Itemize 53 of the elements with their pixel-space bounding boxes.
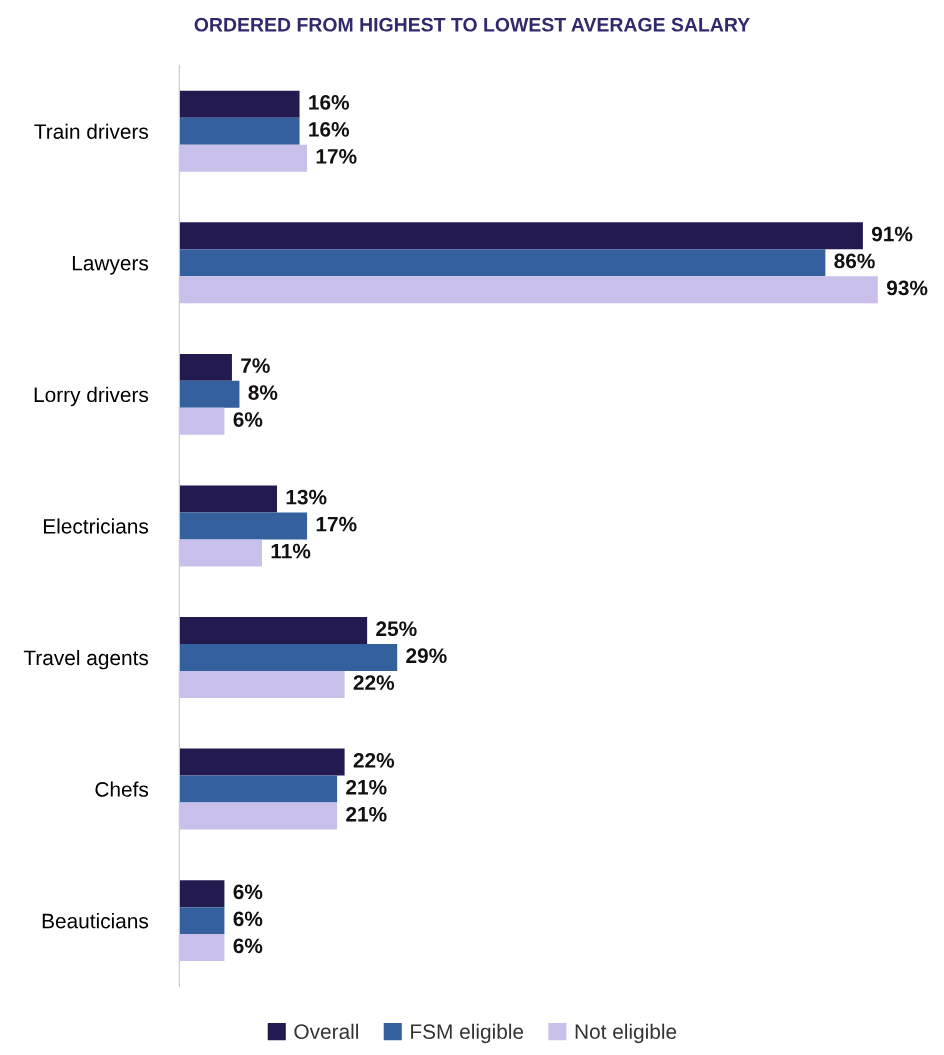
chart-title: ORDERED FROM HIGHEST TO LOWEST AVERAGE SALARY [194, 17, 750, 32]
data-label: 86% [834, 253, 875, 269]
y-tick-label: Travel agents [23, 649, 149, 670]
bar [179, 117, 300, 145]
y-tick-label: Lawyers [72, 255, 149, 275]
bar [179, 748, 345, 776]
data-label: 6% [233, 911, 263, 927]
data-label: 17% [316, 516, 357, 532]
data-label: 25% [376, 621, 417, 637]
bar [179, 907, 225, 935]
bar [179, 775, 338, 803]
data-label: 16% [309, 122, 350, 137]
data-label: 17% [316, 149, 357, 164]
bar [179, 222, 863, 250]
data-label: 21% [346, 806, 387, 822]
bar [179, 144, 308, 172]
bar [179, 670, 345, 698]
bar [179, 880, 225, 908]
legend-label: FSM eligible [411, 1023, 524, 1044]
y-tick-label: Electricians [44, 518, 149, 534]
data-label: 13% [286, 489, 327, 505]
data-label: 16% [309, 95, 350, 110]
bar [179, 539, 262, 567]
data-label: 22% [353, 752, 395, 768]
legend-label: Not eligible [575, 1023, 677, 1044]
legend-label: Overall [294, 1023, 359, 1040]
bar [179, 617, 368, 644]
y-tick-label: Train drivers [34, 123, 149, 139]
y-tick-label: Lorry drivers [34, 386, 149, 407]
bar [179, 802, 338, 830]
bar [179, 276, 878, 304]
bar [179, 644, 398, 671]
bar [179, 485, 278, 513]
bar [179, 353, 232, 381]
data-label: 6% [233, 412, 263, 427]
bar [179, 380, 240, 408]
data-label: 22% [353, 675, 395, 691]
data-label: 29% [406, 648, 447, 664]
data-label: 91% [871, 226, 913, 242]
y-tick-label: Chefs [95, 781, 149, 797]
bar [179, 249, 826, 277]
bar [179, 512, 308, 540]
data-label: 8% [248, 385, 278, 400]
bar [179, 90, 300, 118]
data-label: 6% [233, 938, 263, 954]
data-label: 11% [271, 543, 311, 559]
data-label: 93% [886, 280, 928, 296]
data-label: 21% [346, 779, 387, 795]
data-label: 7% [241, 358, 270, 373]
y-tick-label: Beauticians [42, 913, 149, 929]
bar [179, 407, 225, 435]
data-label: 6% [233, 884, 263, 900]
bar [179, 934, 225, 962]
